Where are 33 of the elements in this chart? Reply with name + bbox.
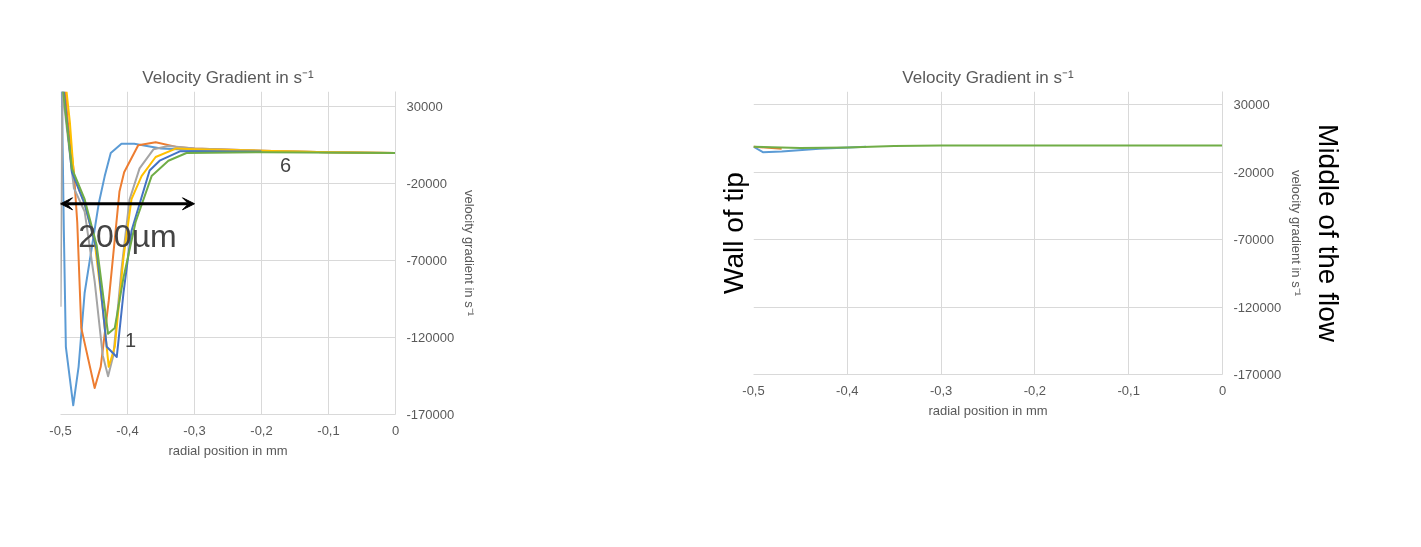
- x-axis-title: radial position in mm: [928, 402, 1048, 418]
- x-tick-label: -0,3: [929, 382, 953, 398]
- annotation: 1: [124, 328, 137, 351]
- y-tick-label: 30000: [1233, 97, 1270, 113]
- x-axis-title: radial position in mm: [168, 442, 288, 458]
- x-tick-label: -0,1: [1117, 382, 1140, 398]
- x-tick-label: -0,2: [1023, 382, 1047, 398]
- y-tick-label: -120000: [1233, 299, 1282, 315]
- y-tick-label: 30000: [406, 99, 443, 115]
- x-tick-label: -0,1: [317, 422, 340, 438]
- x-tick-label: -0,4: [116, 422, 139, 438]
- y-tick-label: -70000: [1233, 232, 1274, 248]
- chart-title: Velocity Gradient in s⁻¹: [902, 67, 1075, 87]
- text: Middle of the flow: [1312, 124, 1344, 343]
- x-tick-label: -0,2: [250, 422, 273, 438]
- y-tick-label: -170000: [406, 407, 455, 422]
- line-series: [62, 91, 263, 358]
- x-tick-label: 0: [391, 422, 400, 438]
- annotation: 6: [279, 153, 292, 176]
- chart-title: Velocity Gradient in s⁻¹: [142, 67, 315, 87]
- y-tick-label: -20000: [406, 176, 447, 192]
- x-tick-label: -0,5: [49, 422, 72, 438]
- text: Wall of tip: [717, 172, 749, 294]
- y-tick-label: -120000: [406, 330, 455, 346]
- y-tick-label: -20000: [1233, 164, 1274, 180]
- x-tick-label: -0,5: [742, 382, 765, 398]
- y-tick-label: -170000: [1233, 367, 1282, 382]
- y-axis-title: velocity gradient in s⁻¹: [1289, 169, 1305, 297]
- x-tick-label: 0: [1218, 382, 1227, 398]
- y-tick-label: -70000: [406, 253, 447, 269]
- y-axis-title: velocity gradient in s⁻¹: [462, 189, 478, 317]
- x-tick-label: -0,3: [183, 422, 206, 438]
- x-tick-label: -0,4: [836, 382, 859, 398]
